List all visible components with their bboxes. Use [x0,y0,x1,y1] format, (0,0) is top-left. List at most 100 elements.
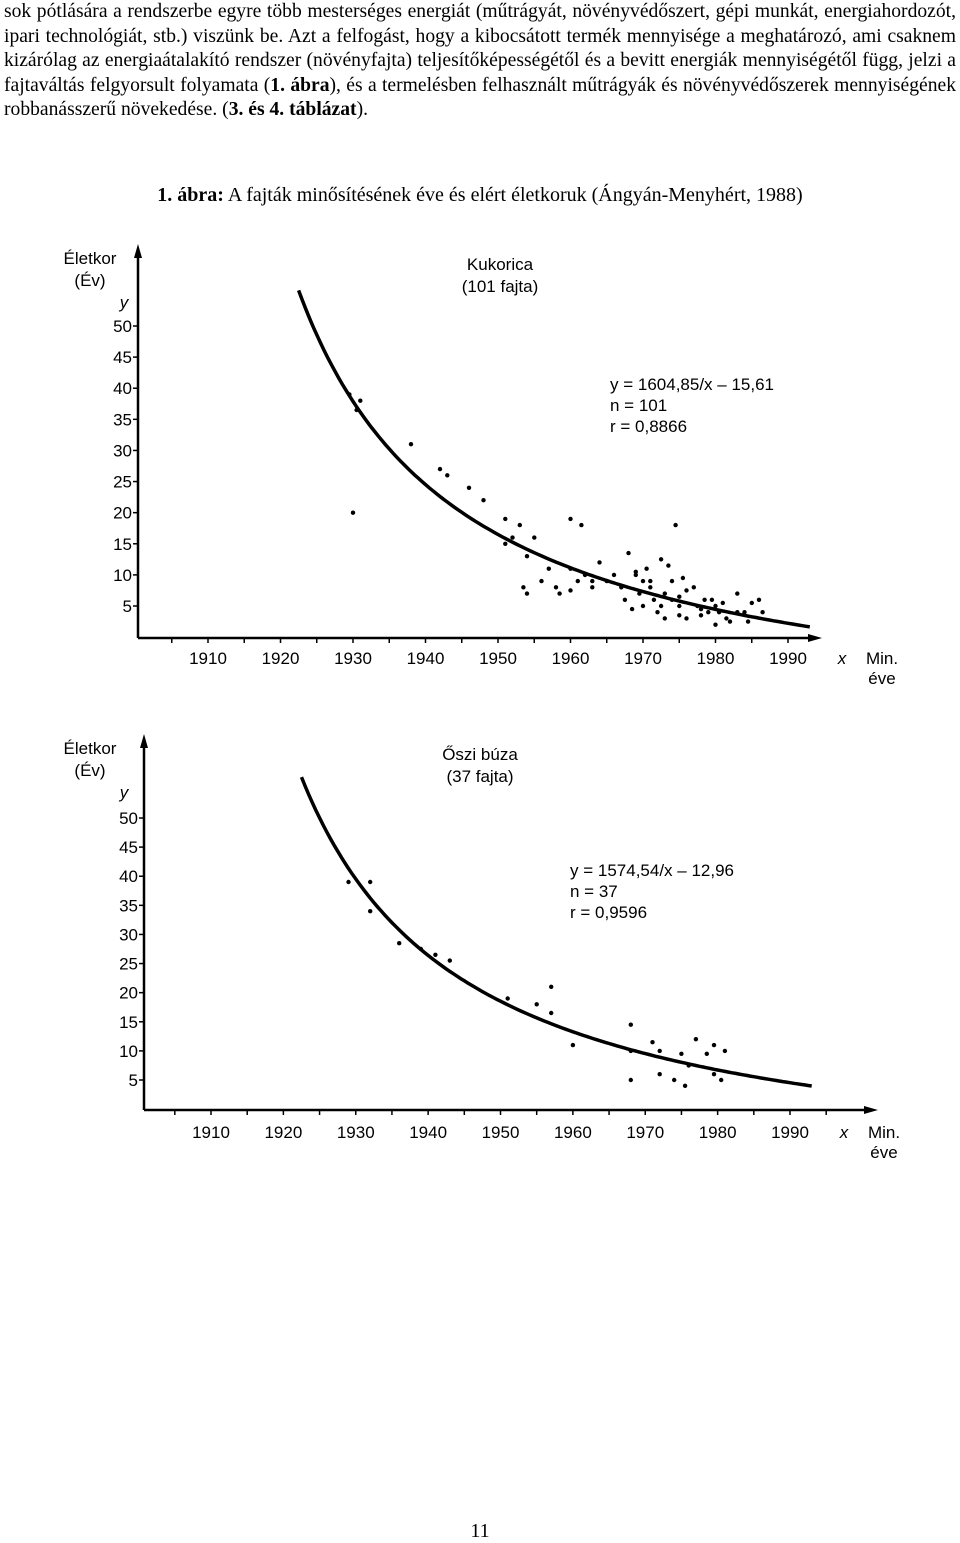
data-point [720,600,725,606]
data-point [698,606,704,612]
data-point [524,554,530,559]
data-point [579,522,584,528]
x-tick-label: 1960 [554,1123,592,1142]
figure-reference: 1. ábra [270,74,330,96]
data-point [756,597,762,602]
y-tick-label: 30 [119,925,138,944]
data-point [553,585,559,590]
data-point [539,578,544,584]
x-tick-label: 1940 [409,1123,447,1142]
data-point [695,603,700,609]
paragraph-text-middle: ), és a termelésben felhasznált műtrágyá… [4,74,956,121]
x-tick-label: 1970 [624,649,662,668]
data-point [521,585,526,590]
y-tick-label: 25 [119,955,138,974]
body-paragraph: sok pótlására a rendszerbe egyre több me… [4,0,956,123]
data-point [628,1077,633,1083]
data-point [534,1002,539,1007]
data-point [619,585,624,590]
data-point [445,473,450,478]
y-tick-label: 35 [119,896,138,915]
data-point [557,591,562,596]
y-axis-label: Életkor [64,249,117,268]
data-point [549,984,554,989]
x-tick-label: 1960 [552,649,590,668]
x-tick-label: 1980 [699,1123,737,1142]
data-point [691,585,696,590]
y-axis-label-2: (Év) [74,271,105,290]
chart-kukorica-svg: 5 10 15 20 25 30 35 40 45 50 1910 1920 1930 1940 1950 1… [64,244,898,688]
data-point [481,498,486,503]
data-point [684,588,689,593]
data-point [677,613,682,618]
data-point [706,610,711,615]
data-point [570,1042,576,1048]
data-point [648,578,653,584]
y-tick-label: 45 [119,838,138,857]
data-point [711,1072,717,1077]
y-variable-label: y [119,293,130,312]
x-tick-label: 1990 [771,1123,809,1142]
data-point [368,879,373,885]
y-tick-label: 20 [113,504,132,523]
y-tick-label: 40 [113,379,132,398]
data-point [433,952,438,957]
table-reference: 3. és 4. táblázat [228,99,357,121]
data-point [640,578,646,584]
data-point [503,541,508,546]
data-point [650,1040,655,1045]
data-point [655,610,660,615]
data-point [713,622,718,627]
data-point [669,597,675,602]
data-point [568,566,573,571]
chart-title: Őszi búza [442,745,518,764]
paragraph-text-start: sok pótlására a rendszerbe egyre több me… [4,1,956,96]
data-point [680,575,686,581]
data-point [611,572,617,578]
x-tick-label: 1930 [334,649,372,668]
data-point [662,591,667,596]
data-point [673,522,678,528]
data-point [644,566,649,571]
x-tick-label: 1920 [262,649,300,668]
x-axis-label-2: éve [868,669,895,688]
y-tick-label: 50 [113,317,132,336]
data-point [719,1077,724,1083]
y-tick-label: 15 [113,535,132,554]
sample-size: n = 101 [610,396,667,415]
data-point [524,591,530,596]
data-point [709,597,715,602]
y-tick-label: 20 [119,984,138,1003]
y-tick-label: 5 [123,597,132,616]
data-point [698,613,704,618]
data-point [633,569,638,574]
chart-kukorica: 5 10 15 20 25 30 35 40 45 50 1910 1920 1930 1940 1950 1… [0,232,960,702]
y-axis-label: Életkor [64,739,117,758]
data-point [666,563,671,568]
y-tick-label: 45 [113,348,132,367]
y-variable-label: y [119,783,130,802]
data-point [532,535,537,540]
page-number: 11 [470,1520,490,1542]
data-point [735,610,740,615]
y-tick-label: 50 [119,809,138,828]
data-point [677,603,682,609]
y-tick-label: 30 [113,441,132,460]
data-point [628,1022,633,1027]
paragraph-text-end: ). [356,99,369,121]
y-tick-label: 25 [113,473,132,492]
x-tick-label: 1930 [337,1123,375,1142]
data-point [397,941,402,946]
data-point [657,1048,662,1054]
x-axis-arrow [864,1106,878,1114]
data-point [716,610,722,615]
chart-subtitle: (101 fajta) [462,277,539,296]
y-tick-label: 15 [119,1013,138,1032]
y-tick-label: 5 [129,1071,138,1090]
data-point [672,1077,677,1083]
y-axis-label-2: (Év) [74,761,105,780]
data-point [749,600,754,606]
correlation-coefficient: r = 0,9596 [570,903,647,922]
regression-curve [299,776,812,1088]
x-tick-label: 1970 [626,1123,664,1142]
